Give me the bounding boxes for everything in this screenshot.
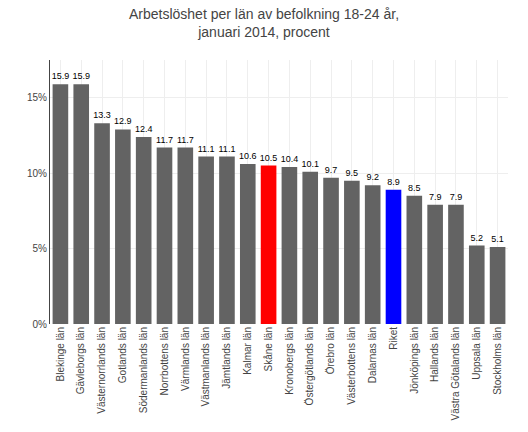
svg-text:10.1: 10.1 [301,159,319,169]
svg-text:Södermanlands län: Södermanlands län [138,327,149,413]
svg-text:Värmlands län: Värmlands län [180,327,191,391]
svg-text:Kronobergs län: Kronobergs län [284,327,295,395]
svg-text:Västernorrlands län: Västernorrlands län [96,327,107,414]
svg-text:Gävleborgs län: Gävleborgs län [75,327,86,394]
svg-text:7.9: 7.9 [429,192,442,202]
svg-text:5.2: 5.2 [471,233,484,243]
svg-text:Uppsala län: Uppsala län [471,327,482,380]
svg-text:9.7: 9.7 [325,165,338,175]
svg-text:15.9: 15.9 [52,71,70,81]
svg-text:7.9: 7.9 [450,192,463,202]
svg-text:0%: 0% [33,319,48,330]
svg-text:12.4: 12.4 [135,124,153,134]
svg-text:Västerbottens län: Västerbottens län [346,327,357,405]
svg-text:Norrbottens län: Norrbottens län [159,327,170,395]
svg-text:9.2: 9.2 [366,172,379,182]
svg-text:11.1: 11.1 [198,144,215,154]
svg-text:10.5: 10.5 [260,153,278,163]
svg-text:11.7: 11.7 [177,135,194,145]
svg-text:Örebro län: Örebro län [325,327,336,374]
svg-text:15%: 15% [27,92,47,103]
svg-text:Kalmar län: Kalmar län [242,327,253,375]
svg-text:8.5: 8.5 [408,183,421,193]
svg-text:12.9: 12.9 [114,116,132,126]
svg-text:Jämtlands län: Jämtlands län [221,327,232,389]
svg-text:Västmanlands län: Västmanlands län [200,327,211,407]
svg-text:9.5: 9.5 [346,168,359,178]
svg-text:Arbetslöshet per län av befolk: Arbetslöshet per län av befolkning 18-24… [129,6,399,40]
svg-text:Jönköpings län: Jönköpings län [409,327,420,394]
svg-text:Blekinge län: Blekinge län [55,327,66,381]
svg-text:5%: 5% [33,243,48,254]
svg-text:11.7: 11.7 [156,135,173,145]
svg-text:8.9: 8.9 [387,177,400,187]
svg-text:Västra Götalands län: Västra Götalands län [450,327,461,420]
svg-text:13.3: 13.3 [93,110,111,120]
svg-text:10.4: 10.4 [281,154,299,164]
svg-text:10.6: 10.6 [239,151,257,161]
svg-text:Gotlands län: Gotlands län [117,327,128,383]
svg-text:Östergötlands län: Östergötlands län [304,327,315,405]
svg-text:10%: 10% [27,168,47,179]
svg-text:15.9: 15.9 [72,71,90,81]
svg-text:11.1: 11.1 [219,144,236,154]
svg-text:Skåne län: Skåne län [263,327,274,371]
svg-text:Riket: Riket [388,327,399,350]
svg-text:Stockholms län: Stockholms län [492,327,503,395]
svg-text:Hallands län: Hallands län [429,327,440,382]
svg-text:5.1: 5.1 [491,234,504,244]
svg-text:Dalarnas län: Dalarnas län [367,327,378,383]
